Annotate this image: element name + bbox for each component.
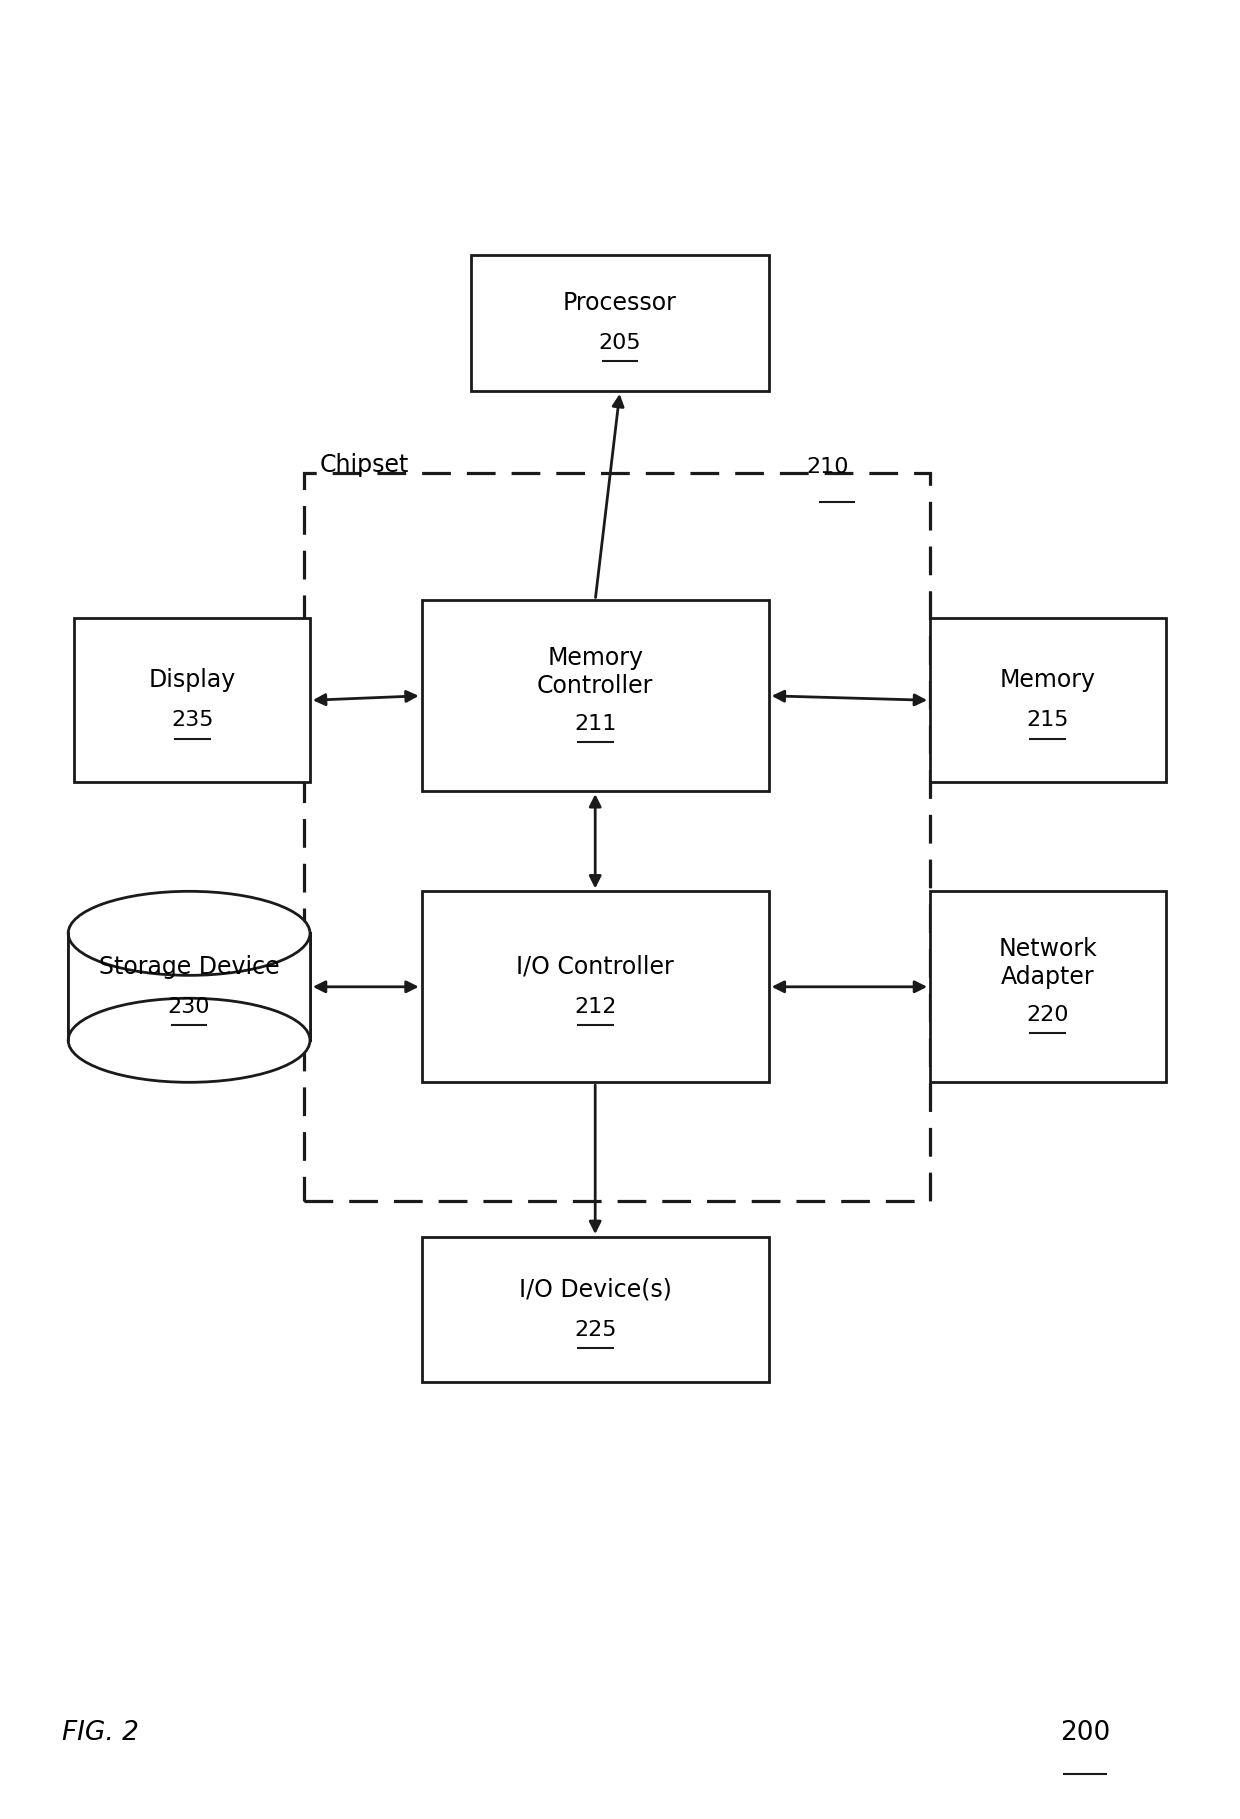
Polygon shape xyxy=(68,933,310,1040)
FancyBboxPatch shape xyxy=(471,255,769,391)
Text: 230: 230 xyxy=(167,997,211,1017)
Text: 212: 212 xyxy=(574,997,616,1017)
Ellipse shape xyxy=(68,891,310,975)
Text: 200: 200 xyxy=(1060,1721,1110,1746)
Text: 220: 220 xyxy=(1027,1004,1069,1024)
Text: Display: Display xyxy=(149,668,236,693)
Text: I/O Device(s): I/O Device(s) xyxy=(518,1277,672,1302)
FancyBboxPatch shape xyxy=(422,891,769,1082)
Text: 235: 235 xyxy=(171,711,213,729)
Text: Storage Device: Storage Device xyxy=(99,955,279,979)
FancyBboxPatch shape xyxy=(930,891,1166,1082)
Text: 211: 211 xyxy=(574,713,616,733)
Text: I/O Controller: I/O Controller xyxy=(516,955,675,979)
Text: 225: 225 xyxy=(574,1321,616,1339)
FancyBboxPatch shape xyxy=(422,1237,769,1382)
Text: 215: 215 xyxy=(1027,711,1069,729)
Text: Network
Adapter: Network Adapter xyxy=(998,937,1097,990)
Text: Memory
Controller: Memory Controller xyxy=(537,646,653,698)
Text: FIG. 2: FIG. 2 xyxy=(62,1721,139,1746)
Text: Memory: Memory xyxy=(999,668,1096,693)
Text: Chipset: Chipset xyxy=(320,453,409,477)
Text: Processor: Processor xyxy=(563,291,677,315)
Text: 210: 210 xyxy=(806,457,848,477)
FancyBboxPatch shape xyxy=(930,618,1166,782)
Text: 205: 205 xyxy=(599,333,641,353)
FancyBboxPatch shape xyxy=(422,600,769,791)
Ellipse shape xyxy=(68,999,310,1082)
FancyBboxPatch shape xyxy=(74,618,310,782)
